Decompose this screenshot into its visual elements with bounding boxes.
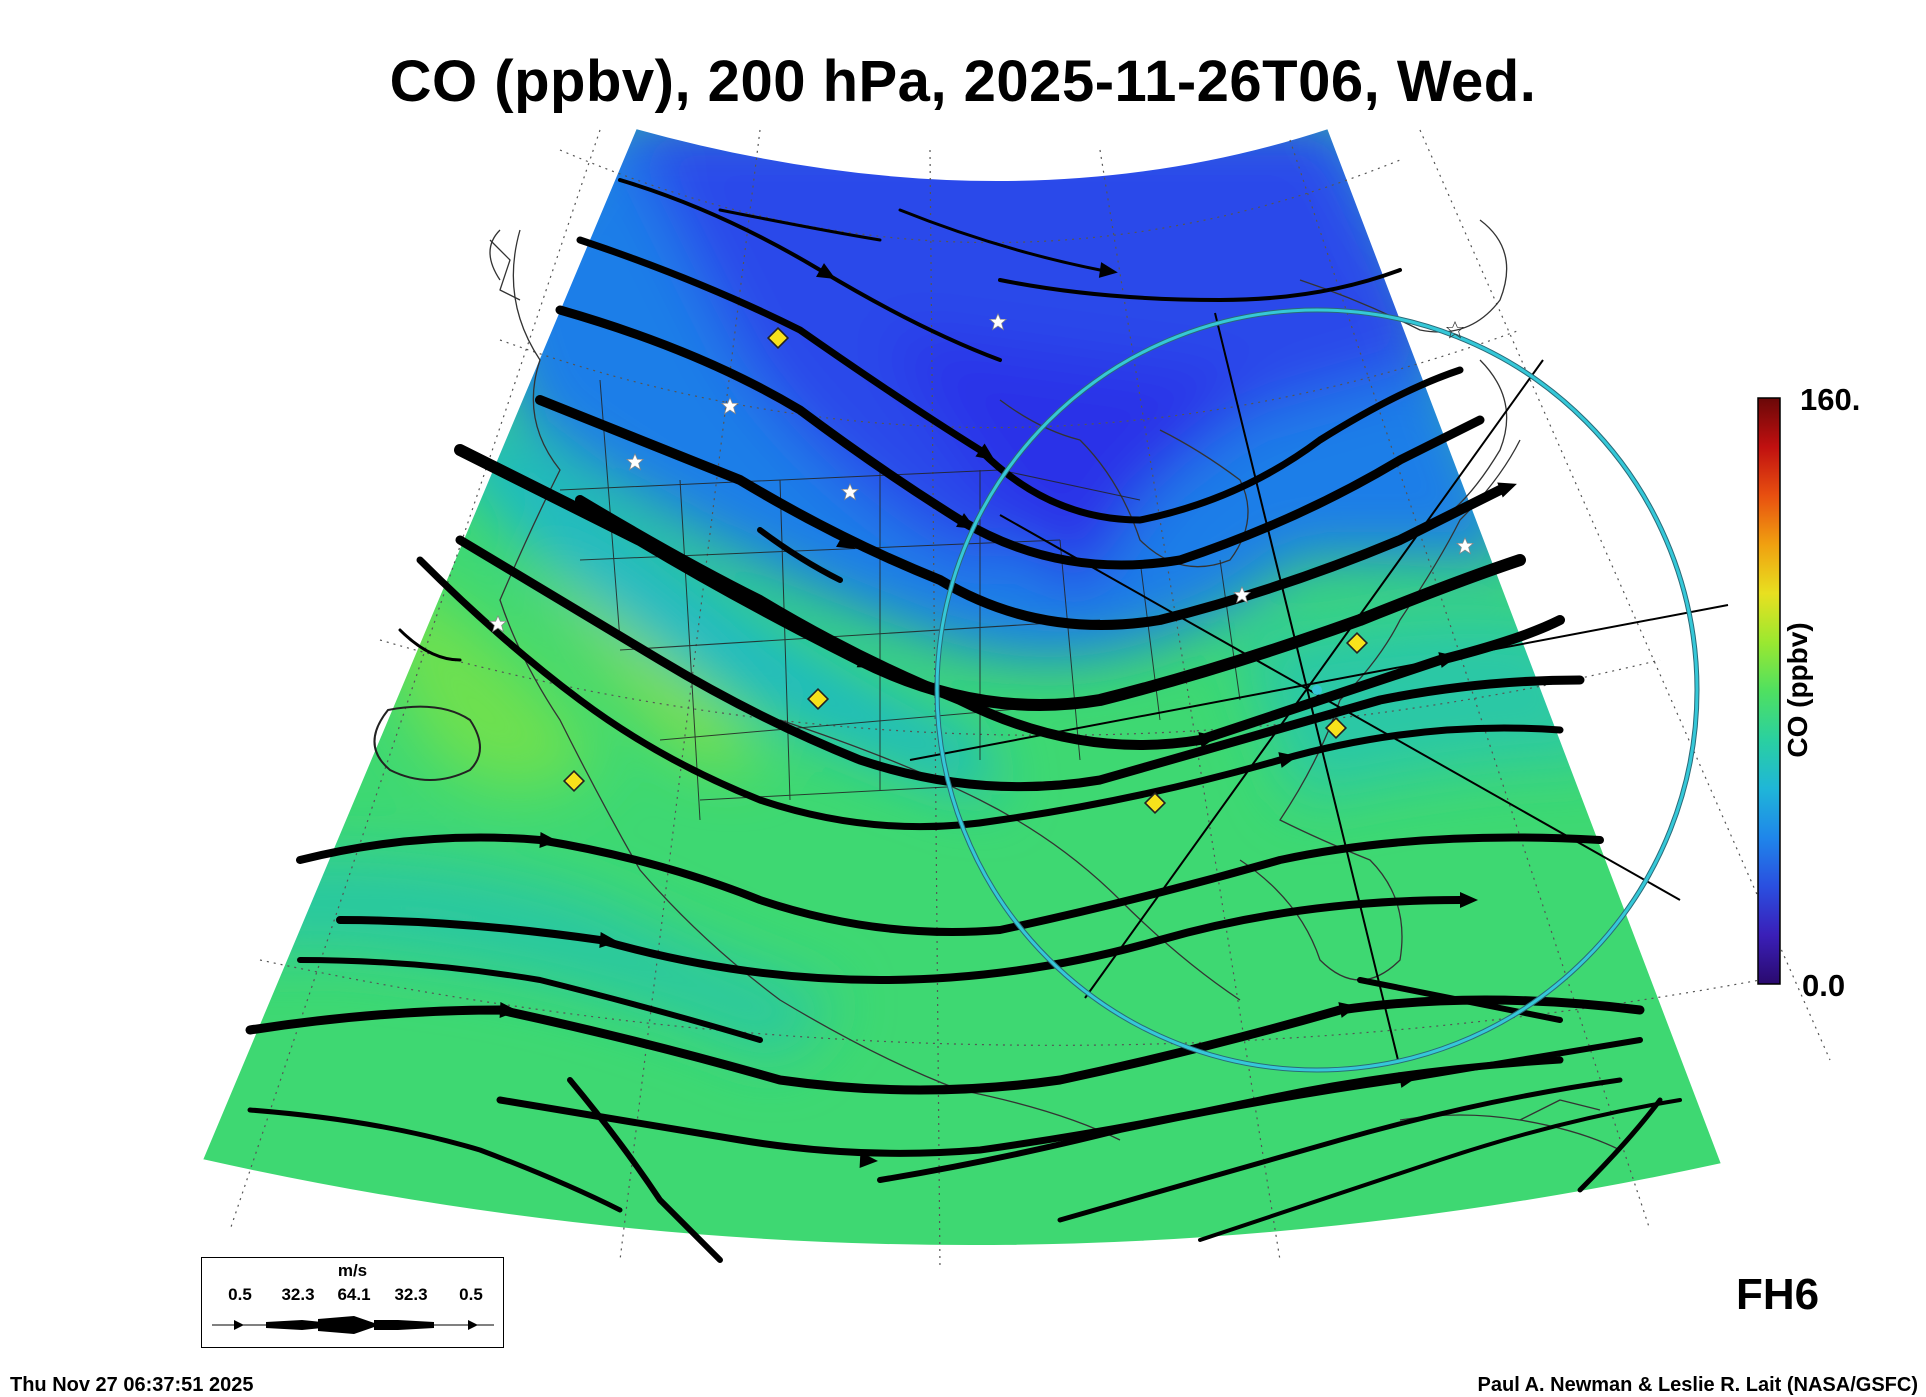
white-star-marker	[625, 452, 645, 471]
wind-legend-unit: m/s	[337, 1261, 368, 1280]
white-star-marker	[1445, 320, 1465, 339]
yellow-diamond-marker	[1143, 791, 1167, 815]
range-ring	[934, 307, 1700, 1073]
wind-legend-value: 0.5	[459, 1285, 483, 1304]
white-star-marker	[840, 482, 860, 501]
wind-speed-legend: m/s 0.5 32.3 64.1 32.3 0.5	[201, 1257, 504, 1348]
wind-legend-value: 32.3	[281, 1285, 315, 1304]
yellow-diamond-markers	[562, 326, 1369, 815]
state-boundaries	[559, 379, 1241, 821]
map-sector-outline	[200, 126, 1724, 1247]
yellow-diamond-marker	[806, 687, 830, 711]
colorbar-title: CO (ppbv)	[1782, 622, 1813, 758]
flight-track-lines	[909, 312, 1729, 1061]
white-star-markers	[488, 312, 1475, 633]
white-star-marker	[488, 614, 508, 633]
white-star-marker	[1455, 536, 1475, 555]
chart-title: CO (ppbv), 200 hPa, 2025-11-26T06, Wed.	[389, 49, 1537, 114]
white-star-marker	[988, 312, 1008, 331]
streamline-arrowheads	[499, 262, 1517, 1168]
forecast-hour-label: FH6	[1736, 1270, 1820, 1319]
wind-legend-value: 32.3	[394, 1285, 428, 1304]
credit-line: Paul A. Newman & Leslie R. Lait (NASA/GS…	[1477, 1374, 1918, 1396]
colorbar-max-label: 160.	[1800, 382, 1861, 417]
run-timestamp: Thu Nov 27 06:37:51 2025	[10, 1374, 254, 1396]
wind-legend-arrow	[212, 1316, 494, 1334]
white-star-marker	[720, 396, 740, 415]
white-star-marker	[1232, 585, 1252, 604]
wind-legend-value: 64.1	[337, 1285, 371, 1304]
yellow-diamond-marker	[1324, 716, 1348, 740]
yellow-diamond-marker	[766, 326, 790, 350]
colorbar	[1757, 397, 1781, 985]
colorbar-min-label: 0.0	[1802, 968, 1846, 1003]
co-contour-loop	[373, 705, 481, 781]
yellow-diamond-marker	[1345, 631, 1369, 655]
coastlines	[489, 219, 1621, 1151]
wind-legend-value: 0.5	[228, 1285, 252, 1304]
yellow-diamond-marker	[562, 769, 586, 793]
range-ring-center	[1312, 685, 1322, 695]
